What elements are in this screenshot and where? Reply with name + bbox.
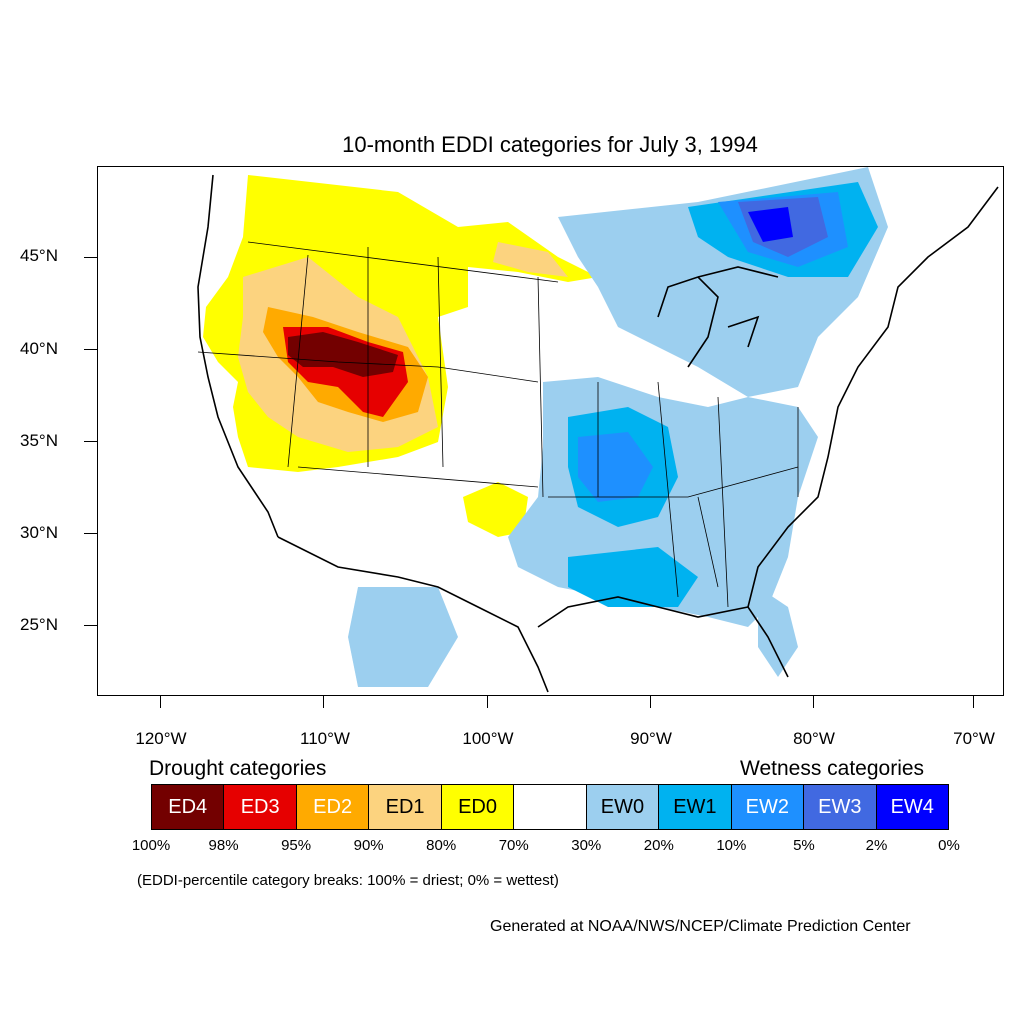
category-box-ew1: EW1 bbox=[659, 785, 732, 829]
wetness-heading: Wetness categories bbox=[740, 757, 925, 780]
lat-tick-30 bbox=[84, 533, 97, 534]
break-label: 100% bbox=[131, 837, 171, 854]
coastlines bbox=[197, 174, 999, 693]
region-ew2-central bbox=[578, 432, 653, 502]
lon-label-80: 80°W bbox=[793, 729, 835, 748]
lat-tick-25 bbox=[84, 625, 97, 626]
region-ew0-florida bbox=[758, 587, 798, 677]
category-colorbar: ED4 ED3 ED2 ED1 ED0 EW0 EW1 EW2 EW3 EW4 bbox=[151, 784, 949, 830]
eddi-map bbox=[197, 167, 999, 693]
category-box-neutral bbox=[514, 785, 587, 829]
break-label: 10% bbox=[716, 837, 747, 854]
category-box-ew4: EW4 bbox=[876, 785, 948, 829]
lon-label-100: 100°W bbox=[462, 729, 514, 748]
lat-tick-35 bbox=[84, 441, 97, 442]
break-label: 30% bbox=[571, 837, 602, 854]
category-box-ed3: ED3 bbox=[224, 785, 297, 829]
region-ew1-gulf bbox=[568, 547, 698, 607]
break-label: 98% bbox=[208, 837, 239, 854]
region-ew4 bbox=[748, 207, 793, 242]
break-label: 5% bbox=[793, 837, 815, 854]
break-label: 80% bbox=[426, 837, 457, 854]
lat-tick-45 bbox=[84, 257, 97, 258]
break-label: 90% bbox=[353, 837, 384, 854]
break-label: 20% bbox=[643, 837, 674, 854]
lon-label-70: 70°W bbox=[953, 729, 995, 748]
state-borders bbox=[197, 241, 799, 608]
category-box-ew2: EW2 bbox=[731, 785, 805, 829]
credit-text: Generated at NOAA/NWS/NCEP/Climate Predi… bbox=[490, 918, 911, 935]
region-ed0-south bbox=[463, 482, 528, 537]
region-ed1-north bbox=[493, 242, 568, 277]
lat-label-25: 25°N bbox=[20, 615, 58, 634]
category-box-ed4: ED4 bbox=[152, 785, 225, 829]
break-label: 70% bbox=[498, 837, 529, 854]
lon-tick-80 bbox=[813, 696, 814, 708]
break-label: 95% bbox=[281, 837, 312, 854]
drought-heading: Drought categories bbox=[149, 757, 327, 780]
lon-tick-100 bbox=[487, 696, 488, 708]
lon-label-110: 110°W bbox=[300, 729, 350, 748]
break-label: 0% bbox=[938, 837, 960, 854]
lon-label-120: 120°W bbox=[135, 729, 187, 748]
lat-label-45: 45°N bbox=[20, 246, 58, 265]
lon-label-90: 90°W bbox=[630, 729, 672, 748]
region-ed4 bbox=[288, 332, 398, 377]
category-box-ew3: EW3 bbox=[804, 785, 877, 829]
lon-tick-110 bbox=[323, 696, 324, 708]
lat-label-30: 30°N bbox=[20, 523, 58, 542]
lon-tick-70 bbox=[973, 696, 974, 708]
category-box-ed2: ED2 bbox=[296, 785, 370, 829]
category-box-ed1: ED1 bbox=[369, 785, 442, 829]
break-label: 2% bbox=[865, 837, 888, 854]
category-box-ed0: ED0 bbox=[441, 785, 515, 829]
category-note: (EDDI-percentile category breaks: 100% =… bbox=[137, 872, 559, 889]
lon-tick-120 bbox=[160, 696, 161, 708]
region-ew0-mexico bbox=[348, 587, 458, 687]
lat-label-35: 35°N bbox=[20, 431, 58, 450]
lon-tick-90 bbox=[650, 696, 651, 708]
lat-tick-40 bbox=[84, 349, 97, 350]
map-title: 10-month EDDI categories for July 3, 199… bbox=[342, 132, 758, 157]
category-box-ew0: EW0 bbox=[586, 785, 660, 829]
map-panel bbox=[97, 166, 1004, 696]
lat-label-40: 40°N bbox=[20, 339, 58, 358]
